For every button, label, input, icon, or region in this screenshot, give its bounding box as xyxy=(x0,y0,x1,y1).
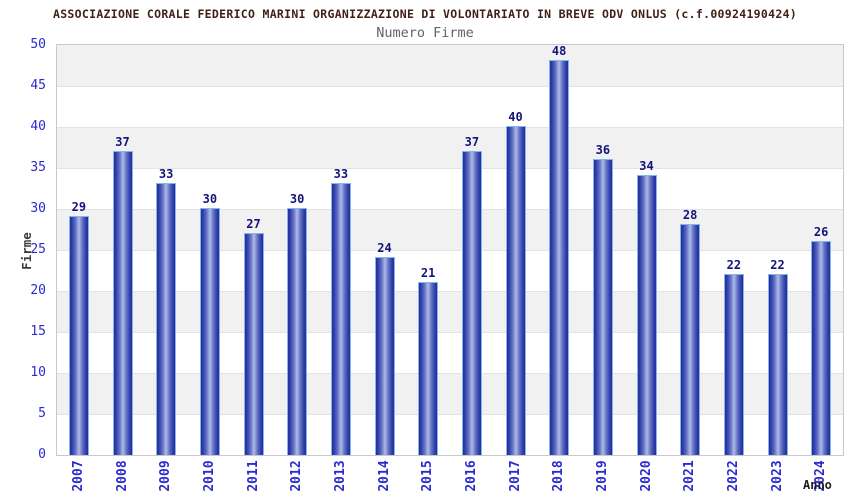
chart-title: ASSOCIAZIONE CORALE FEDERICO MARINI ORGA… xyxy=(52,7,798,21)
bar-value-label: 48 xyxy=(551,44,567,58)
bar-2020 xyxy=(636,175,657,455)
x-tick-label: 2022 xyxy=(725,460,741,492)
bar-2008 xyxy=(112,151,133,455)
bar-value-label: 22 xyxy=(726,258,742,272)
y-tick-label: 35 xyxy=(30,160,46,175)
grid-band xyxy=(57,86,843,127)
x-tick-label: 2011 xyxy=(245,460,261,492)
bar-value-label: 30 xyxy=(289,192,305,206)
x-tick-label: 2013 xyxy=(332,460,348,492)
grid-band xyxy=(57,414,843,455)
grid-band xyxy=(57,127,843,168)
bar-value-label: 36 xyxy=(595,143,611,157)
bar-2011 xyxy=(243,233,264,455)
bar-2012 xyxy=(287,208,308,455)
x-tick-label: 2019 xyxy=(594,460,610,492)
bar-2024 xyxy=(811,241,832,455)
x-tick-label: 2014 xyxy=(376,460,392,492)
grid-band xyxy=(57,45,843,86)
x-tick-label: 2008 xyxy=(114,460,130,492)
grid-band xyxy=(57,291,843,332)
grid-band xyxy=(57,373,843,414)
y-tick-label: 20 xyxy=(30,283,46,298)
bar-2016 xyxy=(461,151,482,455)
x-tick-label: 2018 xyxy=(551,460,567,492)
y-tick-label: 0 xyxy=(38,447,46,462)
y-tick-label: 45 xyxy=(30,78,46,93)
bar-value-label: 26 xyxy=(813,225,829,239)
bar-value-label: 22 xyxy=(770,258,785,272)
bar-value-label: 37 xyxy=(115,135,130,149)
y-tick-label: 50 xyxy=(30,37,46,52)
bar-2019 xyxy=(592,159,613,455)
bar-2015 xyxy=(418,282,439,455)
plot-area xyxy=(56,44,844,456)
x-tick-label: 2009 xyxy=(158,460,174,492)
y-tick-label: 30 xyxy=(30,201,46,216)
grid-band xyxy=(57,209,843,250)
bar-2018 xyxy=(549,60,570,455)
y-tick-label: 5 xyxy=(38,406,46,421)
bar-value-label: 34 xyxy=(639,159,654,173)
bar-2009 xyxy=(156,183,177,455)
bar-value-label: 33 xyxy=(158,167,174,181)
x-axis-label: Anno xyxy=(803,478,832,492)
bar-2022 xyxy=(723,274,744,455)
x-tick-label: 2012 xyxy=(289,460,305,492)
y-tick-label: 25 xyxy=(30,242,46,257)
bar-value-label: 29 xyxy=(71,200,87,214)
bar-value-label: 27 xyxy=(246,217,261,231)
bar-value-label: 37 xyxy=(464,135,480,149)
grid-band xyxy=(57,332,843,373)
bar-value-label: 21 xyxy=(420,266,436,280)
bar-2013 xyxy=(330,183,351,455)
y-tick-label: 10 xyxy=(30,365,46,380)
bar-2014 xyxy=(374,257,395,455)
bar-value-label: 33 xyxy=(333,167,349,181)
bar-2023 xyxy=(767,274,788,455)
bar-value-label: 24 xyxy=(377,241,392,255)
x-tick-label: 2016 xyxy=(463,460,479,492)
chart-subtitle: Numero Firme xyxy=(376,25,474,41)
bar-value-label: 28 xyxy=(682,208,698,222)
bar-value-label: 40 xyxy=(508,110,523,124)
bar-value-label: 30 xyxy=(202,192,218,206)
x-tick-label: 2010 xyxy=(201,460,217,492)
bar-2021 xyxy=(680,224,701,455)
x-tick-label: 2007 xyxy=(70,460,86,492)
bar-2010 xyxy=(199,208,220,455)
y-tick-label: 15 xyxy=(30,324,46,339)
x-tick-label: 2015 xyxy=(420,460,436,492)
bar-2017 xyxy=(505,126,526,455)
x-tick-label: 2023 xyxy=(769,460,785,492)
x-tick-label: 2017 xyxy=(507,460,523,492)
y-tick-label: 40 xyxy=(30,119,46,134)
x-tick-label: 2020 xyxy=(638,460,654,492)
bar-2007 xyxy=(68,216,89,455)
grid-band xyxy=(57,250,843,291)
grid-band xyxy=(57,168,843,209)
x-tick-label: 2021 xyxy=(682,460,698,492)
